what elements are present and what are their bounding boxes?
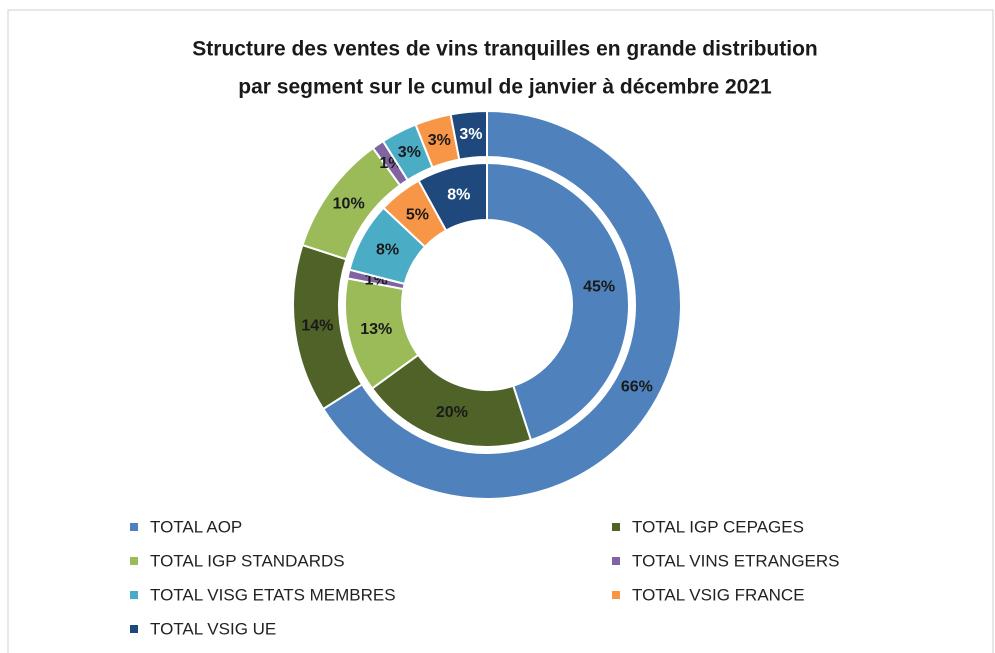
- legend-swatch: [612, 557, 620, 565]
- data-label: 14%: [301, 318, 333, 335]
- legend-label: TOTAL VISG ETATS MEMBRES: [150, 585, 396, 604]
- slice: [417, 161, 488, 232]
- data-label: 3%: [459, 126, 482, 143]
- legend-swatch: [612, 591, 620, 599]
- legend-label: TOTAL VSIG FRANCE: [632, 585, 805, 604]
- legend-swatch: [130, 523, 138, 531]
- chart-title: Structure des ventes de vins tranquilles…: [192, 38, 817, 61]
- legend-swatch: [130, 591, 138, 599]
- slice: [449, 109, 488, 161]
- legend-label: TOTAL IGP CEPAGES: [632, 517, 804, 536]
- legend-swatch: [612, 523, 620, 531]
- legend-label: TOTAL AOP: [150, 517, 242, 536]
- data-label: 45%: [583, 278, 615, 295]
- data-label: 10%: [333, 196, 365, 213]
- legend-swatch: [130, 625, 138, 633]
- data-label: 8%: [376, 242, 399, 259]
- legend-label: TOTAL VSIG UE: [150, 619, 276, 638]
- data-label: 3%: [398, 144, 421, 161]
- chart-title: par segment sur le cumul de janvier à dé…: [238, 76, 772, 99]
- data-label: 5%: [406, 207, 429, 224]
- legend-label: TOTAL IGP STANDARDS: [150, 551, 345, 570]
- data-label: 20%: [436, 404, 468, 421]
- slice: [321, 109, 682, 500]
- data-label: 3%: [428, 132, 451, 149]
- data-label: 8%: [447, 186, 470, 203]
- data-label: 66%: [621, 379, 653, 396]
- legend-swatch: [130, 557, 138, 565]
- data-label: 13%: [360, 321, 392, 338]
- legend-label: TOTAL VINS ETRANGERS: [632, 551, 840, 570]
- slice: [486, 161, 630, 442]
